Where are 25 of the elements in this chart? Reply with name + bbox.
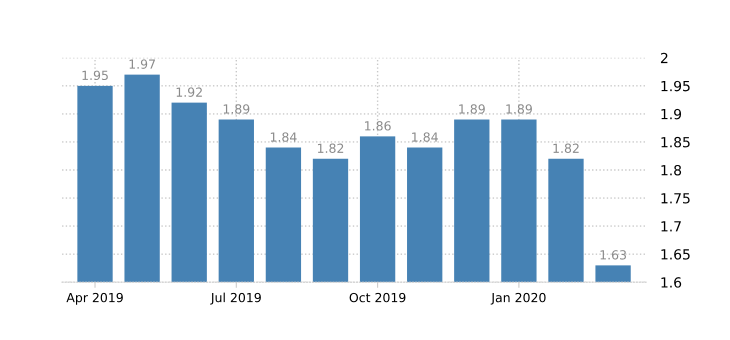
- y-tick-label: 1.95: [661, 80, 690, 92]
- data-label: 1.89: [506, 104, 532, 114]
- x-tick-label: Jul 2019: [210, 292, 261, 305]
- x-tick-label: Apr 2019: [66, 292, 123, 305]
- data-label: 1.89: [459, 104, 485, 114]
- data-label: 1.95: [82, 70, 108, 80]
- data-label: 1.84: [270, 132, 297, 142]
- data-label: 1.63: [600, 250, 626, 260]
- y-tick-label: 1.65: [661, 249, 690, 260]
- data-label: 1.84: [412, 132, 438, 142]
- y-tick-label: 1.6: [661, 277, 682, 288]
- x-tick-label: Oct 2019: [350, 292, 406, 302]
- y-tick-label: 1.8: [661, 164, 682, 176]
- data-label: 1.92: [176, 87, 202, 97]
- y-tick-label: 1.75: [661, 193, 690, 204]
- data-label: 1.89: [224, 104, 250, 114]
- y-tick-label: 1.9: [661, 108, 682, 120]
- y-tick-label: 1.7: [661, 221, 681, 232]
- data-label: 1.82: [553, 144, 579, 153]
- data-label: 1.82: [318, 144, 344, 153]
- y-tick-label: 1.85: [661, 136, 690, 148]
- y-tick-label: 2: [660, 52, 668, 64]
- data-label: 1.97: [130, 59, 155, 69]
- data-label: 1.86: [365, 121, 391, 131]
- x-tick-label: Jan 2020: [490, 292, 546, 305]
